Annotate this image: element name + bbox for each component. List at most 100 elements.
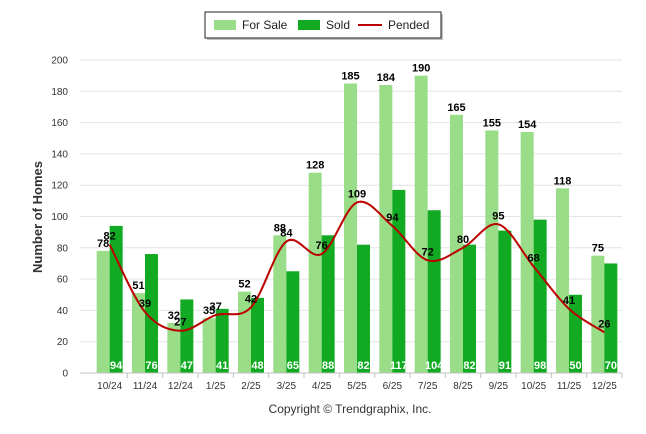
sold-bar xyxy=(427,210,441,373)
pended-series-path xyxy=(108,200,605,334)
sold-value-label: 50 xyxy=(569,360,581,372)
for-sale-bar xyxy=(238,291,251,373)
copyright-text: Copyright © Trendgraphix, Inc. xyxy=(269,402,432,416)
sold-bar xyxy=(145,254,158,373)
x-tick-label: 10/24 xyxy=(97,381,122,392)
sold-value-label: 82 xyxy=(463,360,475,372)
pended-value-label: 72 xyxy=(422,246,434,258)
x-tick-label: 12/24 xyxy=(168,381,193,392)
sold-bar xyxy=(215,308,229,373)
legend: For Sale Sold Pended xyxy=(204,11,443,40)
for-sale-value-label: 155 xyxy=(483,117,501,129)
y-tick-label: 160 xyxy=(51,118,68,129)
legend-label-for-sale: For Sale xyxy=(242,18,288,32)
pended-value-label: 94 xyxy=(386,212,399,224)
for-sale-value-label: 75 xyxy=(592,243,604,255)
sold-bar xyxy=(180,299,194,373)
for-sale-bar xyxy=(556,188,569,373)
sold-bars xyxy=(109,189,618,373)
pended-value-label: 68 xyxy=(528,253,540,265)
sold-value-label: 104 xyxy=(425,360,444,372)
pended-value-label: 26 xyxy=(598,318,610,330)
sold-value-label: 82 xyxy=(357,360,369,372)
sold-bar xyxy=(109,225,123,373)
sold-value-label: 94 xyxy=(110,360,123,372)
pended-value-label: 84 xyxy=(280,228,293,240)
sold-bar xyxy=(533,219,547,373)
y-tick-label: 40 xyxy=(57,306,69,317)
for-sale-value-label: 184 xyxy=(377,72,396,84)
for-sale-value-label: 128 xyxy=(306,160,324,172)
y-tick-label: 100 xyxy=(51,212,68,223)
data-labels: 78 94 51 76 32 47 35 41 52 48 88 65 128 88 185 82 184 117… xyxy=(97,63,617,372)
y-axis-title: Number of Homes xyxy=(30,161,45,273)
for-sale-bar xyxy=(485,130,499,373)
y-tick-label: 140 xyxy=(51,149,68,160)
x-axis-ticks: 10/24 11/24 12/24 1/25 2/25 3/25 4/25 5/25 6/25 7… xyxy=(97,373,623,392)
pended-value-label: 109 xyxy=(348,188,366,200)
sold-bar xyxy=(498,230,512,373)
for-sale-value-label: 118 xyxy=(554,175,572,187)
x-tick-label: 8/25 xyxy=(453,381,473,392)
for-sale-bar xyxy=(414,75,428,374)
legend-box xyxy=(204,11,442,39)
for-sale-value-label: 185 xyxy=(341,70,359,82)
sold-value-label: 70 xyxy=(605,360,617,372)
pended-value-label: 42 xyxy=(245,293,257,305)
x-tick-label: 11/24 xyxy=(133,381,158,392)
sold-value-label: 48 xyxy=(251,360,263,372)
y-tick-label: 120 xyxy=(51,181,68,192)
x-tick-label: 2/25 xyxy=(241,381,261,392)
pended-value-label: 82 xyxy=(104,231,116,243)
y-axis-ticks: 0 20 40 60 80 100 120 140 160 180 200 xyxy=(51,56,68,380)
x-tick-label: 10/25 xyxy=(521,381,546,392)
for-sale-bar xyxy=(308,172,322,373)
pended-value-label: 80 xyxy=(457,234,469,246)
for-sale-bar xyxy=(450,114,463,374)
for-sale-bar xyxy=(273,235,287,373)
y-tick-label: 0 xyxy=(62,369,68,380)
sold-bar xyxy=(286,271,300,373)
for-sale-bar xyxy=(202,318,216,373)
legend-label-sold: Sold xyxy=(326,18,350,32)
sold-value-label: 76 xyxy=(145,360,157,372)
for-sale-value-label: 88 xyxy=(274,222,286,234)
for-sale-bar xyxy=(379,85,393,373)
sold-bar xyxy=(357,244,370,373)
legend-item-for-sale[interactable]: For Sale xyxy=(214,18,288,32)
for-sale-bar xyxy=(591,255,605,373)
for-sale-bar xyxy=(167,322,181,373)
sold-value-label: 117 xyxy=(390,360,408,372)
sold-value-label: 91 xyxy=(499,360,511,372)
sold-bar xyxy=(321,235,335,373)
sold-bar xyxy=(463,244,476,373)
x-tick-label: 9/25 xyxy=(489,381,509,392)
for-sale-value-label: 32 xyxy=(168,310,180,322)
pended-value-label: 39 xyxy=(139,298,151,310)
legend-swatch-sold xyxy=(298,20,320,30)
legend-label-pended: Pended xyxy=(388,18,429,32)
sold-bar xyxy=(604,263,618,373)
for-sale-value-label: 52 xyxy=(238,279,250,291)
legend-item-pended[interactable]: Pended xyxy=(358,18,429,32)
pended-value-label: 27 xyxy=(174,317,186,329)
pended-line xyxy=(108,200,605,334)
for-sale-bar xyxy=(520,131,534,373)
x-tick-label: 3/25 xyxy=(277,381,297,392)
for-sale-bar xyxy=(344,83,357,373)
x-tick-label: 1/25 xyxy=(206,381,226,392)
sold-value-label: 88 xyxy=(322,360,334,372)
for-sale-bars xyxy=(96,75,605,374)
x-tick-label: 7/25 xyxy=(418,381,438,392)
pended-value-label: 37 xyxy=(210,301,222,313)
for-sale-value-label: 51 xyxy=(132,280,144,292)
legend-swatch-for-sale xyxy=(214,20,236,30)
sold-value-label: 65 xyxy=(287,360,299,372)
y-tick-label: 80 xyxy=(57,243,69,254)
for-sale-bar xyxy=(96,250,110,373)
pended-value-label: 95 xyxy=(492,210,504,222)
legend-item-sold[interactable]: Sold xyxy=(298,18,350,32)
x-tick-label: 6/25 xyxy=(383,381,403,392)
pended-value-label: 76 xyxy=(316,240,328,252)
